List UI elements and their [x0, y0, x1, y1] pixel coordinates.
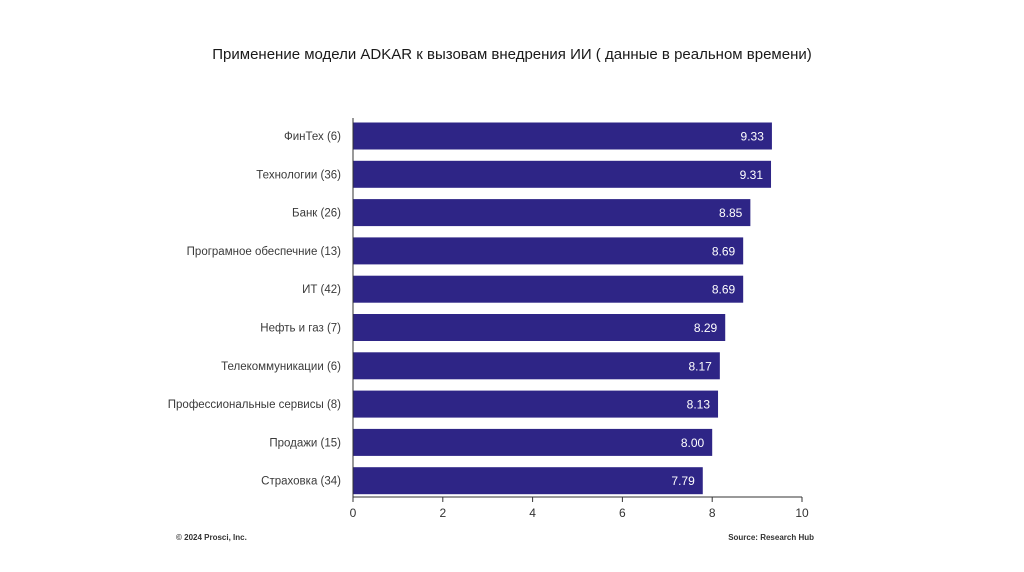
x-tick-label: 10 — [795, 506, 809, 520]
category-label: Технологии (36) — [256, 169, 341, 181]
category-label: ФинТех (6) — [284, 131, 341, 143]
value-label: 9.33 — [741, 130, 765, 144]
bar — [353, 275, 744, 303]
category-label: Продажи (15) — [269, 437, 341, 449]
category-label: Нефть и газ (7) — [260, 323, 341, 335]
value-label: 8.69 — [712, 283, 736, 297]
x-tick-label: 8 — [709, 506, 716, 520]
bar — [353, 390, 719, 418]
category-label: Профессиональные сервисы (8) — [168, 399, 341, 411]
value-label: 8.17 — [688, 359, 712, 373]
value-label: 8.85 — [719, 206, 743, 220]
category-label: Телекоммуникации (6) — [221, 361, 341, 373]
bar — [353, 199, 751, 227]
bars-layer: ФинТех (6) 9.33 Технологии (36) 9.31 Банк (2… — [168, 122, 772, 495]
value-label: 9.31 — [740, 168, 764, 182]
category-label: Програмное обеспечние (13) — [187, 246, 342, 258]
x-tick-label: 0 — [350, 506, 357, 520]
category-label: ИТ (42) — [302, 284, 341, 296]
chart-title: Применение модели ADKAR к вызовам внедре… — [212, 46, 812, 63]
x-tick-label: 4 — [529, 506, 536, 520]
value-label: 8.69 — [712, 244, 736, 258]
value-label: 8.13 — [687, 398, 711, 412]
source-text: Source: Research Hub — [728, 533, 814, 542]
category-label: Страховка (34) — [261, 476, 341, 488]
value-label: 8.29 — [694, 321, 718, 335]
x-tick-label: 6 — [619, 506, 626, 520]
bar — [353, 352, 720, 380]
x-axis: 0 2 4 6 8 10 — [350, 118, 809, 520]
x-tick-label: 2 — [439, 506, 446, 520]
bar — [353, 122, 772, 150]
value-label: 7.79 — [671, 474, 695, 488]
bar — [353, 467, 703, 495]
category-label: Банк (26) — [292, 208, 341, 220]
value-label: 8.00 — [681, 436, 705, 450]
bar — [353, 428, 713, 456]
copyright-text: © 2024 Prosci, Inc. — [176, 533, 247, 542]
bar — [353, 314, 726, 341]
bar — [353, 160, 772, 188]
bar — [353, 237, 744, 265]
